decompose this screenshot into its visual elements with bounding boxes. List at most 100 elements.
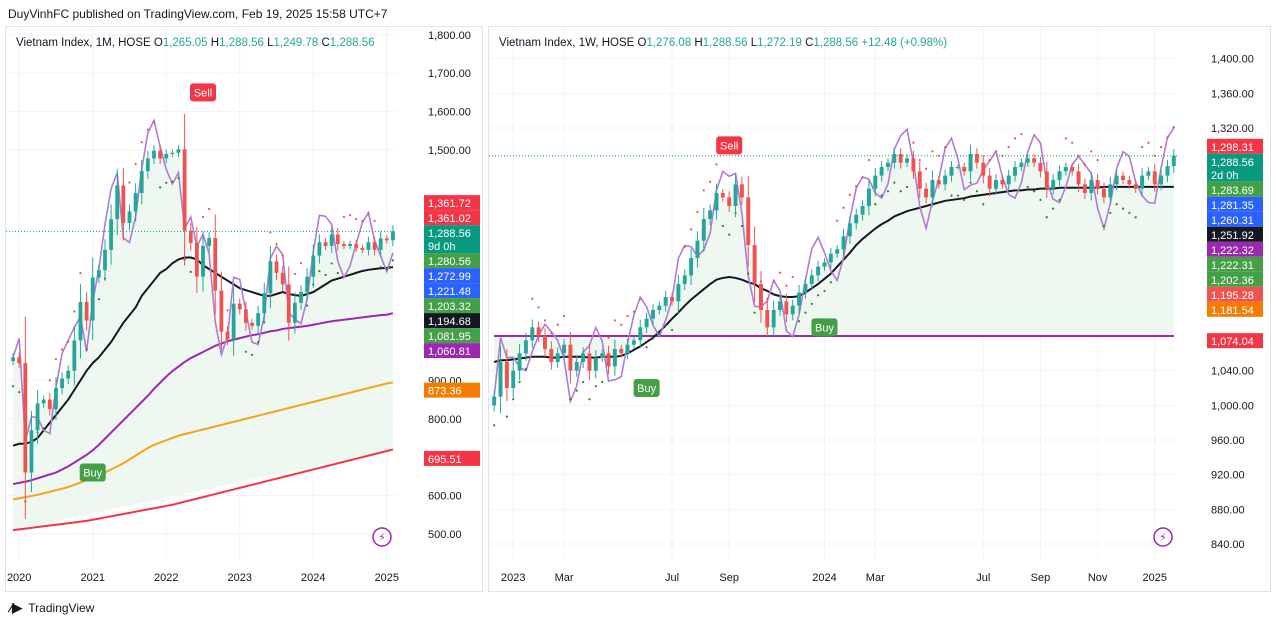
sar-dot bbox=[677, 311, 680, 314]
candle-body bbox=[41, 399, 46, 404]
sar-dot bbox=[1109, 211, 1112, 215]
candle-body bbox=[593, 357, 598, 371]
weekly-chart-panel[interactable]: Sell Buy Buy 1,400.00 1,360.00 1,320.00 1,040.… bbox=[488, 26, 1271, 592]
alert-lightning-glyph: ⚡ bbox=[378, 531, 386, 544]
price-label-box bbox=[424, 382, 480, 398]
buy-signal-label: Buy bbox=[815, 322, 834, 334]
sar-dot bbox=[330, 262, 333, 265]
candle-body bbox=[1152, 171, 1157, 185]
x-tick-label: Sep bbox=[719, 572, 739, 584]
ohlc-legend-part: 1,288.56 bbox=[813, 37, 861, 49]
sar-dot bbox=[1160, 145, 1163, 149]
candle-body bbox=[1057, 171, 1062, 180]
sar-dot bbox=[918, 158, 921, 162]
price-label-box bbox=[1207, 153, 1263, 182]
sar-dot bbox=[1052, 207, 1055, 210]
sar-dot bbox=[874, 203, 877, 206]
candle-body bbox=[587, 353, 592, 371]
candle-body bbox=[612, 349, 617, 367]
candle-body bbox=[771, 310, 776, 328]
sar-dot bbox=[1032, 190, 1036, 193]
price-label-text: 1,081.95 bbox=[428, 331, 471, 343]
candle-body bbox=[727, 197, 732, 206]
candle-body bbox=[109, 219, 113, 250]
sar-dot bbox=[293, 272, 297, 276]
sar-dot bbox=[361, 219, 364, 223]
sar-dot bbox=[709, 180, 712, 183]
sar-dot bbox=[747, 272, 750, 275]
sar-dot bbox=[715, 163, 718, 166]
sar-dot bbox=[1026, 185, 1029, 189]
sar-dot bbox=[379, 266, 382, 269]
sar-dot bbox=[740, 224, 743, 228]
sar-dot bbox=[342, 215, 346, 219]
candle-body bbox=[188, 230, 193, 243]
sar-dot bbox=[171, 180, 174, 183]
candle-body bbox=[164, 153, 169, 159]
candle-body bbox=[1032, 158, 1037, 163]
candle-body bbox=[317, 242, 322, 256]
sell-signal-badge bbox=[190, 83, 216, 102]
candle-body bbox=[115, 185, 120, 220]
candle-body bbox=[651, 310, 655, 319]
sar-dot bbox=[778, 271, 782, 274]
candle-body bbox=[523, 340, 528, 354]
sar-dot bbox=[836, 219, 839, 222]
sar-dot bbox=[299, 262, 303, 265]
ohlc-legend-part: 1,276.08 bbox=[646, 37, 694, 49]
candle-body bbox=[35, 403, 40, 431]
candle-body bbox=[268, 261, 273, 294]
candle-body bbox=[1070, 167, 1075, 172]
price-label-text: 1,060.81 bbox=[428, 346, 471, 358]
sar-dot bbox=[950, 194, 953, 197]
sar-dot bbox=[766, 297, 769, 300]
candle-body bbox=[892, 154, 897, 163]
weekly-chart-svg[interactable]: Sell Buy Buy 1,400.00 1,360.00 1,320.00 1,040.… bbox=[489, 27, 1272, 593]
candle-body bbox=[574, 362, 579, 371]
candle-body bbox=[943, 175, 948, 185]
sar-dot bbox=[810, 302, 813, 306]
price-label-box bbox=[424, 283, 480, 299]
candle-body bbox=[797, 292, 802, 306]
sar-dot bbox=[140, 141, 143, 144]
monthly-chart-panel[interactable]: Sell Buy 1,800.00 1,700.00 1,600.00 1,500.00 9… bbox=[5, 26, 483, 592]
trend-band-fill bbox=[13, 149, 393, 531]
candle-body bbox=[866, 188, 871, 206]
price-label-countdown: 2d 0h bbox=[1211, 170, 1239, 182]
sar-dot bbox=[670, 328, 674, 332]
sar-dot bbox=[226, 309, 229, 312]
candle-body bbox=[1076, 171, 1081, 185]
candle-body bbox=[329, 234, 334, 247]
candle-body bbox=[274, 261, 279, 273]
ohlc-legend-part: Vietnam Index, 1M, HOSE bbox=[16, 37, 154, 49]
sar-dot bbox=[97, 298, 100, 301]
ohlc-legend-part: H bbox=[694, 37, 702, 49]
sar-dot bbox=[601, 380, 604, 384]
buy-signal-badge bbox=[79, 463, 106, 482]
candle-body bbox=[758, 284, 763, 310]
sar-dot bbox=[937, 154, 940, 157]
sar-dot bbox=[189, 270, 192, 273]
ma-red-line bbox=[12, 448, 394, 532]
candle-body bbox=[924, 188, 929, 198]
sar-dot bbox=[582, 380, 585, 384]
candle-body bbox=[1082, 184, 1087, 193]
candle-body bbox=[1038, 162, 1043, 172]
sar-dot bbox=[931, 150, 934, 153]
candle-body bbox=[1159, 175, 1164, 185]
y-tick-label: 1,400.00 bbox=[1211, 54, 1254, 66]
price-label-box bbox=[1207, 333, 1263, 349]
monthly-chart-svg[interactable]: Sell Buy 1,800.00 1,700.00 1,600.00 1,500.00 9… bbox=[6, 27, 484, 593]
price-label-text: 1,272.99 bbox=[428, 271, 471, 283]
ohlc-legend-part: L bbox=[751, 37, 758, 49]
y-tick-label: 1,000.00 bbox=[1211, 400, 1254, 412]
candle-body bbox=[250, 322, 254, 326]
sar-dot bbox=[391, 259, 395, 262]
candle-body bbox=[879, 167, 884, 176]
sar-dot bbox=[48, 379, 51, 382]
sar-dot bbox=[385, 268, 388, 271]
candle-body bbox=[905, 158, 910, 163]
sar-dot bbox=[912, 141, 915, 144]
candle-body bbox=[670, 297, 674, 302]
candle-body bbox=[536, 327, 541, 336]
